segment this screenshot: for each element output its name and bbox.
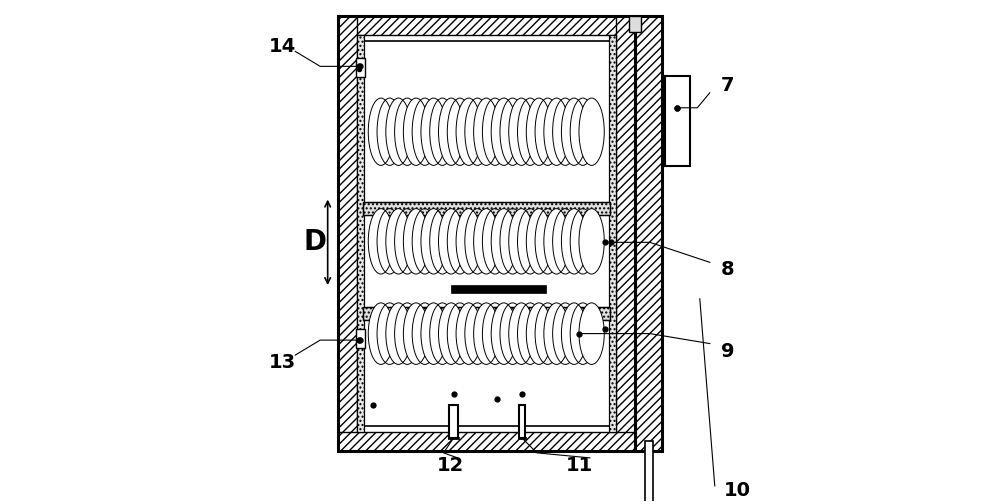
Text: 7: 7 bbox=[721, 76, 734, 95]
Ellipse shape bbox=[368, 209, 394, 274]
Ellipse shape bbox=[509, 303, 534, 364]
Ellipse shape bbox=[526, 98, 552, 165]
Ellipse shape bbox=[403, 209, 429, 274]
Ellipse shape bbox=[368, 303, 394, 364]
Bar bbox=[609, 35, 616, 432]
Bar bbox=[449, 405, 458, 438]
Ellipse shape bbox=[491, 98, 516, 165]
Bar bbox=[357, 35, 364, 432]
Bar bbox=[609, 35, 616, 432]
Bar bbox=[635, 16, 662, 451]
Ellipse shape bbox=[561, 303, 587, 364]
Bar bbox=[363, 307, 610, 320]
Ellipse shape bbox=[421, 303, 446, 364]
Ellipse shape bbox=[421, 98, 446, 165]
Ellipse shape bbox=[474, 209, 499, 274]
Bar bbox=[357, 35, 364, 432]
Text: 9: 9 bbox=[721, 342, 734, 360]
Ellipse shape bbox=[474, 98, 499, 165]
Bar bbox=[338, 16, 635, 35]
Bar bbox=[338, 432, 635, 451]
Ellipse shape bbox=[456, 98, 481, 165]
Ellipse shape bbox=[439, 209, 464, 274]
Ellipse shape bbox=[403, 98, 429, 165]
Bar bbox=[363, 307, 610, 320]
Text: 13: 13 bbox=[269, 353, 296, 372]
Bar bbox=[338, 16, 635, 451]
Ellipse shape bbox=[579, 209, 604, 274]
Bar bbox=[338, 16, 357, 451]
Ellipse shape bbox=[509, 209, 534, 274]
Bar bbox=[363, 41, 610, 426]
Text: 12: 12 bbox=[436, 456, 464, 475]
Ellipse shape bbox=[421, 209, 446, 274]
Ellipse shape bbox=[544, 303, 569, 364]
Ellipse shape bbox=[386, 303, 411, 364]
Ellipse shape bbox=[561, 209, 587, 274]
Bar bbox=[356, 57, 365, 77]
Text: 8: 8 bbox=[720, 260, 734, 279]
Ellipse shape bbox=[386, 209, 411, 274]
Bar bbox=[451, 285, 546, 293]
Text: D: D bbox=[304, 228, 327, 257]
Ellipse shape bbox=[439, 98, 464, 165]
Ellipse shape bbox=[561, 98, 587, 165]
Ellipse shape bbox=[526, 209, 552, 274]
Ellipse shape bbox=[579, 303, 604, 364]
Bar bbox=[356, 329, 365, 348]
Ellipse shape bbox=[456, 303, 481, 364]
Bar bbox=[519, 405, 525, 438]
Ellipse shape bbox=[544, 209, 569, 274]
Ellipse shape bbox=[491, 209, 516, 274]
Ellipse shape bbox=[509, 98, 534, 165]
Ellipse shape bbox=[491, 303, 516, 364]
Bar bbox=[635, 16, 662, 451]
Bar bbox=[629, 16, 641, 32]
Ellipse shape bbox=[579, 98, 604, 165]
Bar bbox=[363, 203, 610, 215]
Bar bbox=[363, 203, 610, 215]
Text: 11: 11 bbox=[566, 456, 594, 475]
Bar bbox=[616, 16, 635, 451]
Ellipse shape bbox=[439, 303, 464, 364]
Ellipse shape bbox=[474, 303, 499, 364]
Text: 10: 10 bbox=[724, 481, 751, 500]
Ellipse shape bbox=[386, 98, 411, 165]
Ellipse shape bbox=[403, 303, 429, 364]
Ellipse shape bbox=[544, 98, 569, 165]
Bar bbox=[665, 76, 690, 166]
Bar bbox=[645, 441, 653, 504]
Ellipse shape bbox=[526, 303, 552, 364]
Ellipse shape bbox=[368, 98, 394, 165]
Text: 14: 14 bbox=[269, 37, 296, 56]
Ellipse shape bbox=[456, 209, 481, 274]
